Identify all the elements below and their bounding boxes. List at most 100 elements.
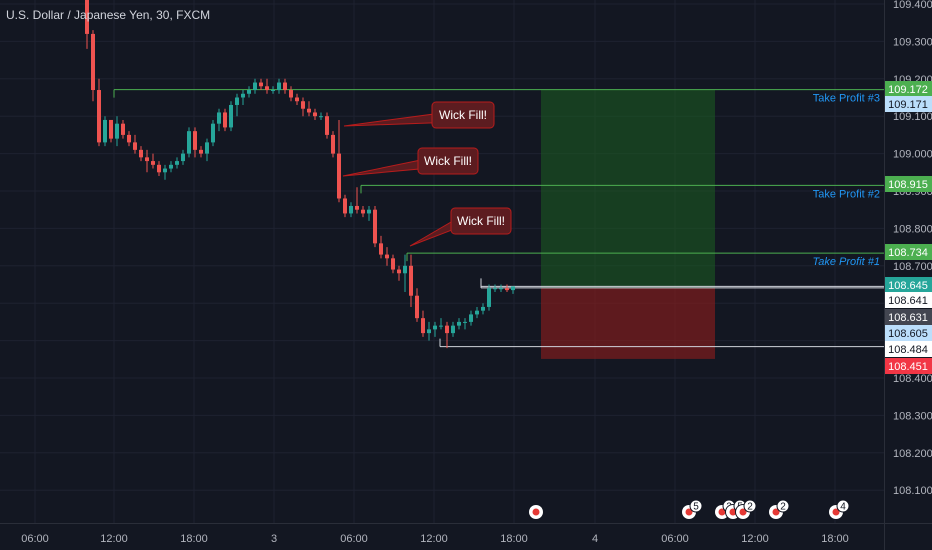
candle-body: [457, 321, 461, 326]
price-label-text: 109.172: [888, 84, 928, 96]
event-marker-flag: [739, 508, 747, 516]
time-tick-label: 06:00: [661, 533, 689, 545]
event-marker[interactable]: 4: [828, 499, 850, 520]
candle-body: [283, 82, 287, 91]
price-tick-label: 109.000: [893, 149, 932, 161]
price-tick-label: 109.300: [893, 36, 932, 48]
price-tick-label: 109.400: [893, 0, 932, 11]
candle-body: [319, 116, 323, 118]
time-axis[interactable]: 06:00 12:00 18:00 3 06:00 12:00 18:00 4 06:00 12:…: [21, 533, 849, 545]
event-marker[interactable]: 2: [735, 499, 757, 520]
price-tick-label: 108.700: [893, 261, 932, 273]
symbol-title: U.S. Dollar / Japanese Yen, 30, FXCM: [6, 8, 211, 22]
price-label-text: 108.915: [888, 179, 928, 191]
callout-text: Wick Fill!: [439, 108, 487, 122]
event-marker[interactable]: [528, 504, 544, 520]
price-label: 108.451: [885, 358, 932, 374]
candle-body: [307, 108, 311, 113]
candle-body: [403, 265, 407, 274]
time-tick-label: 18:00: [500, 533, 528, 545]
candle-body: [181, 153, 185, 162]
price-label-bg: [885, 325, 932, 341]
wick-fill-callout: Wick Fill!: [342, 147, 479, 177]
event-marker-flag: [685, 508, 693, 516]
price-label: 108.645: [885, 277, 932, 293]
candle-body: [175, 161, 179, 165]
loss-zone: [541, 287, 715, 359]
event-badge-circle: [743, 499, 757, 513]
candle-body: [271, 90, 275, 92]
price-axis[interactable]: 109.400109.300109.200109.100109.000108.9…: [885, 0, 932, 497]
price-label-bg: [885, 341, 932, 357]
event-markers[interactable]: 525224: [528, 499, 850, 520]
time-tick-label: 18:00: [180, 533, 208, 545]
price-label: 108.734: [885, 244, 932, 260]
candle-body: [511, 286, 515, 291]
position-zones: [541, 89, 715, 359]
candle-body: [313, 112, 317, 117]
event-marker-flag: [729, 508, 737, 516]
time-tick-label: 3: [271, 533, 277, 545]
take-profit-label: Take Profit #2: [813, 188, 880, 200]
candle-body: [355, 205, 359, 210]
candle-body: [295, 97, 299, 102]
profit-zone: [541, 89, 715, 288]
candle-body: [349, 205, 353, 214]
candle-body: [505, 288, 509, 291]
event-marker-flag: [718, 508, 726, 516]
event-badge-count: 5: [693, 502, 699, 513]
price-label-bg: [885, 358, 932, 374]
candle-body: [379, 243, 383, 255]
event-marker[interactable]: 2: [768, 499, 790, 520]
candle-body: [157, 164, 161, 173]
price-label: 108.631: [885, 309, 932, 325]
candle-body: [445, 325, 449, 334]
price-label-text: 109.171: [888, 99, 928, 111]
candle-body: [361, 209, 365, 214]
callout-box: [450, 207, 512, 235]
candle-body: [223, 112, 227, 128]
take-profit-label: Take Profit #1: [813, 256, 880, 268]
candle-body: [259, 82, 263, 87]
price-label: 109.172: [885, 81, 932, 97]
callout-box: [431, 101, 495, 129]
candle-body: [247, 90, 251, 94]
price-label: 108.915: [885, 176, 932, 192]
candle-body: [115, 123, 119, 139]
time-tick-label: 12:00: [741, 533, 769, 545]
price-label-bg: [885, 81, 932, 97]
event-marker-flag: [832, 508, 840, 516]
time-tick-label: 06:00: [340, 533, 368, 545]
candle-body: [97, 90, 101, 143]
candle-body: [373, 209, 377, 244]
candle-body: [199, 149, 203, 154]
candle-body: [217, 112, 221, 124]
price-label-bg: [885, 292, 932, 308]
candle-body: [475, 310, 479, 315]
price-label-text: 108.641: [888, 295, 928, 307]
candle-body: [193, 131, 197, 150]
candle-body: [433, 325, 437, 330]
candle-body: [139, 149, 143, 158]
price-label-text: 108.734: [888, 247, 928, 259]
candle-body: [463, 321, 467, 323]
candle-body: [337, 153, 341, 199]
event-badge-count: 2: [780, 502, 786, 513]
candle-body: [343, 198, 347, 214]
price-label-text: 108.484: [888, 344, 928, 356]
time-tick-label: 06:00: [21, 533, 49, 545]
wick-fill-callout: Wick Fill!: [409, 207, 512, 247]
candle-body: [301, 101, 305, 109]
callout-annotations: Wick Fill! Wick Fill! Wick Fill!: [342, 101, 512, 247]
candle-body: [253, 82, 257, 91]
event-marker[interactable]: 5: [681, 499, 703, 520]
candle-body: [229, 104, 233, 128]
candle-body: [109, 119, 113, 139]
price-tick-label: 108.400: [893, 373, 932, 385]
candle-body: [133, 142, 137, 150]
candle-body: [91, 33, 95, 91]
